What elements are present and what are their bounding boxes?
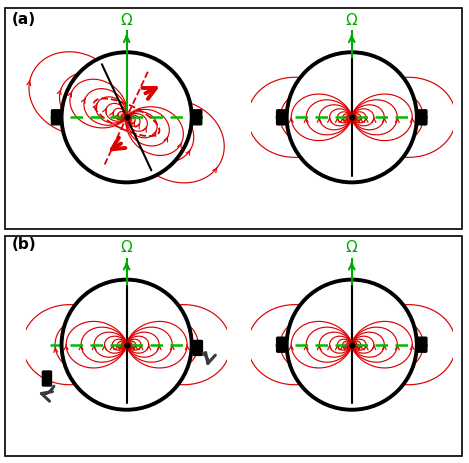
Circle shape: [125, 343, 128, 347]
Circle shape: [122, 340, 131, 350]
FancyBboxPatch shape: [277, 111, 286, 125]
Circle shape: [120, 111, 134, 125]
FancyBboxPatch shape: [42, 371, 52, 386]
Circle shape: [120, 338, 134, 352]
Circle shape: [347, 113, 356, 123]
Text: $\Omega$: $\Omega$: [345, 12, 358, 28]
Circle shape: [125, 116, 128, 120]
Circle shape: [124, 115, 129, 121]
Circle shape: [122, 113, 131, 123]
FancyBboxPatch shape: [52, 111, 61, 125]
Text: (b): (b): [12, 236, 37, 251]
FancyBboxPatch shape: [418, 111, 427, 125]
FancyBboxPatch shape: [193, 341, 203, 356]
Circle shape: [124, 342, 129, 348]
Text: $\Omega$: $\Omega$: [345, 239, 358, 255]
Circle shape: [345, 338, 359, 352]
Circle shape: [349, 342, 355, 348]
Circle shape: [347, 340, 356, 350]
FancyBboxPatch shape: [418, 338, 427, 352]
Circle shape: [350, 116, 353, 120]
Text: $\Omega$: $\Omega$: [120, 239, 133, 255]
FancyBboxPatch shape: [193, 111, 202, 125]
Text: (a): (a): [12, 12, 36, 26]
Circle shape: [345, 111, 359, 125]
Circle shape: [350, 343, 353, 347]
Text: $\Omega$: $\Omega$: [120, 12, 133, 28]
FancyBboxPatch shape: [277, 338, 286, 352]
Circle shape: [349, 115, 355, 121]
